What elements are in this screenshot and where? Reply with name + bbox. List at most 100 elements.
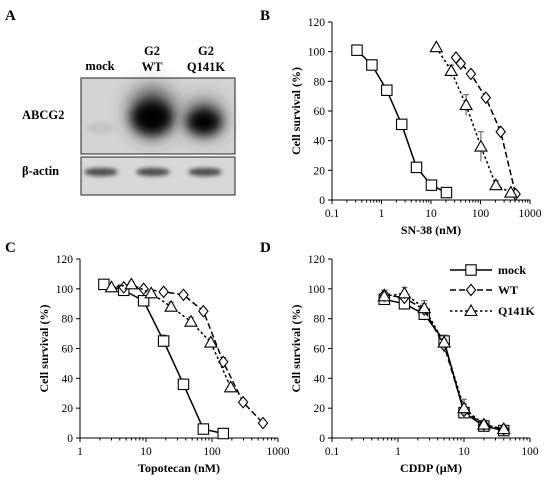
- panel-b-point-wt: [495, 125, 507, 139]
- panel-b-point-q141k: [429, 40, 444, 53]
- panel-d-point-q141k: [377, 289, 392, 302]
- panel-c-point-wt: [198, 304, 209, 318]
- panel-c-point-wt: [178, 288, 189, 302]
- panel-d-letter: D: [260, 240, 271, 256]
- panel-b-point-wt: [455, 57, 467, 70]
- panel-b-x-axis-title: SN-38 (nM): [401, 223, 461, 237]
- legend-label-q141k: Q141K: [498, 304, 535, 318]
- band-actin-q141k: [188, 168, 222, 176]
- blot-row-label-actin: β-actin: [22, 164, 59, 178]
- panel-c-series-mock: [98, 278, 229, 440]
- panel-b-y-tick-label: 20: [314, 165, 326, 177]
- panel-b-point-mock: [395, 118, 408, 131]
- panel-b-point-q141k: [473, 139, 488, 152]
- panel-d-y-tick-label: 100: [308, 284, 326, 296]
- panel-c-line-mock: [103, 283, 224, 435]
- panel-d-y-tick-label: 120: [308, 254, 326, 266]
- panel-a-letter: A: [5, 8, 16, 24]
- panel-b-y-tick-label: 40: [314, 136, 326, 148]
- panel-b-point-wt: [465, 67, 477, 81]
- panel-b-line-q141k: [435, 46, 512, 194]
- panel-d-x-axis-title: CDDP (µM): [400, 461, 462, 475]
- panel-b-y-tick-label: 60: [314, 106, 326, 118]
- panel-c-point-q141k: [164, 299, 179, 312]
- band-actin-wt: [136, 168, 170, 176]
- band-actin-mock: [84, 168, 118, 176]
- panel-c-point-mock: [197, 423, 210, 435]
- lane-header-q141k-line1: G2: [198, 44, 214, 58]
- panel-d-point-q141k: [457, 401, 471, 414]
- legend-marker-mock: [465, 264, 477, 276]
- legend-marker-q141k: [464, 303, 478, 317]
- panel-c-y-tick-label: 80: [62, 314, 74, 326]
- panel-c-y-tick-label: 60: [62, 344, 74, 356]
- legend-label-mock: mock: [498, 263, 526, 277]
- panel-d-y-tick-label: 0: [319, 433, 325, 445]
- panel-b-x-tick-label: 1000: [519, 208, 542, 220]
- panel-c-x-tick-label: 1: [77, 446, 83, 458]
- blot-abcg2: [80, 77, 236, 155]
- blot-row-label-abcg2: ABCG2: [22, 108, 64, 122]
- lane-header-mock: mock: [85, 59, 114, 73]
- panel-c-x-axis-title: Topotecan (nM): [138, 461, 220, 475]
- panel-b-line-wt: [455, 57, 517, 195]
- panel-c-series-wt: [118, 280, 269, 430]
- panel-c-point-wt: [217, 355, 229, 369]
- panel-c-series-q141k: [104, 277, 238, 393]
- chart-panel-d: 0 20 40 60 80 100 120 0.1 1 10 100 CDDP (µM) Cell su…: [289, 254, 539, 475]
- panel-c-point-q141k: [203, 335, 218, 348]
- panel-c-x-tick-label: 100: [203, 446, 221, 458]
- legend-label-wt: WT: [498, 283, 518, 297]
- panel-b-x-tick-label: 1: [379, 208, 385, 220]
- panel-d-x-tick-label: 10: [458, 446, 470, 458]
- legend: mock WT Q141K: [450, 263, 535, 318]
- panel-d-line-q141k: [384, 292, 504, 430]
- band-abcg2-wt: [132, 102, 172, 134]
- panel-b-y-axis-title: Cell survival (%): [289, 67, 303, 155]
- panel-d-point-q141k: [417, 301, 432, 314]
- panel-d-y-tick-label: 40: [314, 373, 326, 385]
- panel-b-x-tick-label: 10: [425, 208, 437, 220]
- panel-c-x-tick-label: 1000: [267, 446, 290, 458]
- panel-b-y-tick-label: 0: [319, 195, 325, 207]
- panel-c-point-q141k: [223, 380, 238, 393]
- panel-b-point-mock: [381, 84, 393, 96]
- panel-c-point-mock: [217, 427, 229, 440]
- blot-actin-frame: [80, 156, 236, 196]
- lane-header-q141k-line2: Q141K: [187, 60, 225, 74]
- panel-d-x-tick-label: 0.1: [325, 446, 340, 458]
- panel-d-series-wt: [378, 288, 510, 436]
- panel-b-series-mock: [351, 44, 453, 199]
- panel-b-point-mock: [440, 186, 453, 199]
- panel-c-point-q141k: [104, 280, 119, 293]
- panel-c-point-q141k: [144, 286, 159, 299]
- panel-b-point-mock: [351, 44, 363, 56]
- panel-c-y-axis-title: Cell survival (%): [37, 305, 51, 393]
- panel-d-y-tick-label: 60: [314, 344, 326, 356]
- panel-b-point-q141k: [459, 97, 474, 111]
- panel-b-point-q141k: [488, 178, 503, 191]
- panel-b-letter: B: [260, 8, 270, 24]
- panel-c-point-q141k: [184, 314, 198, 327]
- panel-b-series-wt: [450, 51, 521, 201]
- panel-c-letter: C: [5, 240, 16, 256]
- panel-d-line-mock: [384, 298, 504, 432]
- panel-c-point-mock: [177, 378, 190, 391]
- panel-c-point-mock: [157, 335, 170, 347]
- band-abcg2-mock: [86, 122, 114, 134]
- panel-c-x-tick-label: 10: [140, 446, 152, 458]
- panel-d-y-tick-label: 80: [314, 314, 326, 326]
- panel-d-point-q141k: [397, 286, 412, 299]
- panel-c-point-wt: [158, 285, 169, 299]
- panel-d-x-tick-label: 100: [521, 446, 539, 458]
- panel-b-x-tick-label: 100: [472, 208, 490, 220]
- panel-c-point-wt: [257, 416, 269, 430]
- panel-c-y-tick-label: 20: [62, 403, 74, 415]
- panel-c-point-mock: [137, 295, 150, 307]
- panel-d-x-tick-label: 1: [395, 446, 401, 458]
- legend-marker-wt: [465, 283, 477, 297]
- panel-c-y-tick-label: 0: [67, 433, 73, 445]
- panel-c-point-wt: [237, 395, 249, 409]
